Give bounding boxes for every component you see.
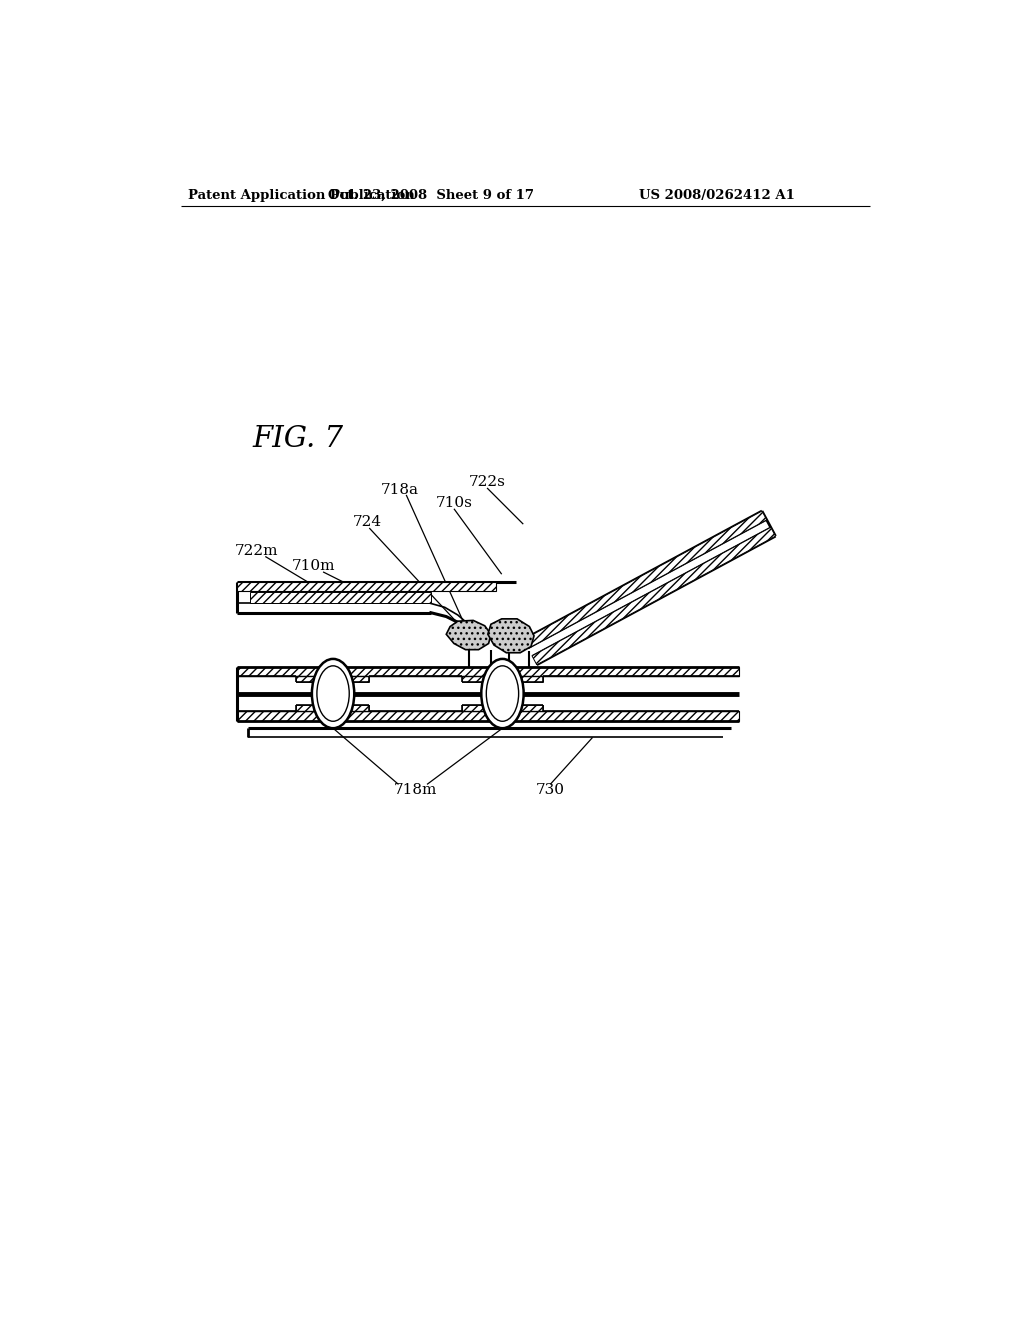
Polygon shape bbox=[462, 676, 543, 682]
Polygon shape bbox=[296, 705, 370, 711]
Text: 722m: 722m bbox=[234, 544, 278, 558]
Polygon shape bbox=[237, 667, 739, 676]
Polygon shape bbox=[532, 527, 775, 665]
Text: 710m: 710m bbox=[291, 560, 335, 573]
Ellipse shape bbox=[312, 659, 354, 729]
Ellipse shape bbox=[316, 665, 349, 721]
Text: 710s: 710s bbox=[435, 495, 472, 510]
Text: 730: 730 bbox=[536, 783, 564, 797]
Text: 718m: 718m bbox=[394, 783, 437, 797]
Text: 722s: 722s bbox=[469, 475, 506, 488]
Polygon shape bbox=[250, 591, 431, 603]
Ellipse shape bbox=[486, 665, 518, 721]
Ellipse shape bbox=[481, 659, 523, 729]
Polygon shape bbox=[446, 620, 490, 649]
Text: 718a: 718a bbox=[381, 483, 419, 496]
Polygon shape bbox=[523, 511, 767, 648]
Text: Oct. 23, 2008  Sheet 9 of 17: Oct. 23, 2008 Sheet 9 of 17 bbox=[328, 189, 534, 202]
Polygon shape bbox=[462, 705, 543, 711]
Text: FIG. 7: FIG. 7 bbox=[252, 425, 343, 454]
Polygon shape bbox=[237, 582, 497, 591]
Polygon shape bbox=[237, 711, 739, 721]
Text: Patent Application Publication: Patent Application Publication bbox=[188, 189, 415, 202]
Polygon shape bbox=[296, 676, 370, 682]
Polygon shape bbox=[487, 619, 535, 653]
Text: US 2008/0262412 A1: US 2008/0262412 A1 bbox=[639, 189, 795, 202]
Text: 724: 724 bbox=[352, 515, 382, 529]
